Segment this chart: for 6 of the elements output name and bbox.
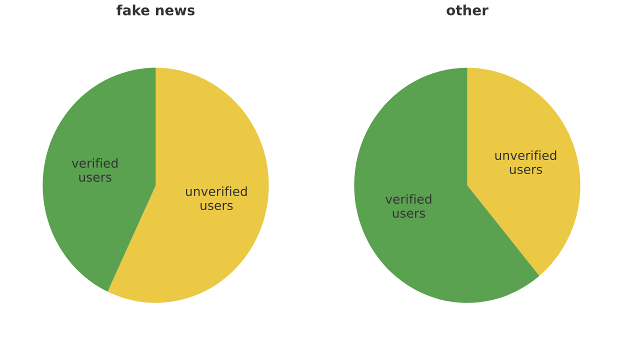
chart-title: fake news bbox=[116, 4, 195, 16]
slice-label: verified users bbox=[72, 158, 118, 182]
chart-title: other bbox=[446, 4, 488, 16]
slice-label: verified users bbox=[386, 194, 432, 218]
slice-label: unverified users bbox=[186, 186, 247, 210]
slice-label: unverified users bbox=[495, 150, 556, 174]
